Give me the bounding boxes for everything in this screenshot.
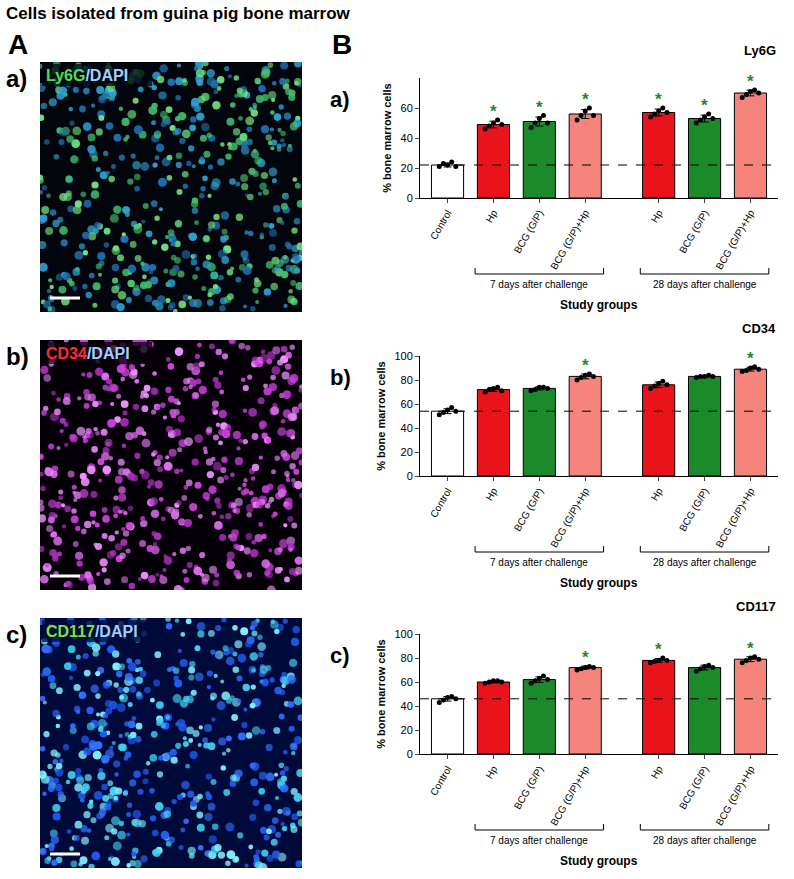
svg-text:BCG (G/P)+Hp: BCG (G/P)+Hp bbox=[548, 208, 591, 272]
svg-text:80: 80 bbox=[401, 374, 413, 386]
html-text:B: B bbox=[332, 29, 353, 60]
svg-text:BCG (G/P)+Hp: BCG (G/P)+Hp bbox=[714, 764, 757, 828]
svg-text:% bone marrow cells: % bone marrow cells bbox=[375, 639, 387, 748]
svg-text:*: * bbox=[582, 648, 589, 667]
svg-text:60: 60 bbox=[401, 676, 413, 688]
svg-text:28 days after challenge: 28 days after challenge bbox=[653, 835, 757, 846]
svg-text:Control: Control bbox=[428, 208, 454, 241]
html-text:A: A bbox=[8, 29, 29, 60]
html-text:a): a) bbox=[6, 65, 28, 92]
html-text:b): b) bbox=[6, 343, 29, 370]
svg-text:CD117: CD117 bbox=[736, 599, 776, 614]
svg-text:*: * bbox=[747, 349, 754, 368]
svg-text:BCG (G/P)+Hp: BCG (G/P)+Hp bbox=[714, 208, 757, 272]
svg-text:BCG (G/P): BCG (G/P) bbox=[677, 486, 711, 533]
svg-text:40: 40 bbox=[401, 132, 413, 144]
svg-text:0: 0 bbox=[407, 748, 413, 760]
svg-text:CD34: CD34 bbox=[742, 321, 776, 336]
svg-text:28 days after challenge: 28 days after challenge bbox=[653, 279, 757, 290]
svg-text:*: * bbox=[701, 96, 708, 115]
svg-text:Ly6G: Ly6G bbox=[744, 43, 776, 58]
svg-text:Control: Control bbox=[428, 486, 454, 519]
svg-text:BCG (G/P)+Hp: BCG (G/P)+Hp bbox=[548, 764, 591, 828]
svg-text:BCG (G/P): BCG (G/P) bbox=[512, 764, 546, 811]
svg-text:Study groups: Study groups bbox=[560, 298, 638, 312]
svg-text:20: 20 bbox=[401, 162, 413, 174]
svg-text:BCG (G/P): BCG (G/P) bbox=[677, 764, 711, 811]
svg-text:Study groups: Study groups bbox=[560, 576, 638, 590]
svg-text:7 days after challenge: 7 days after challenge bbox=[490, 835, 588, 846]
svg-text:BCG (G/P): BCG (G/P) bbox=[512, 208, 546, 255]
svg-text:Hp: Hp bbox=[649, 486, 665, 503]
svg-text:CD34/DAPI: CD34/DAPI bbox=[46, 345, 130, 362]
svg-text:CD117/DAPI: CD117/DAPI bbox=[46, 623, 138, 640]
svg-text:BCG (G/P): BCG (G/P) bbox=[677, 208, 711, 255]
svg-text:Hp: Hp bbox=[649, 208, 665, 225]
svg-text:Hp: Hp bbox=[484, 208, 500, 225]
svg-text:*: * bbox=[536, 98, 543, 117]
svg-text:20: 20 bbox=[401, 446, 413, 458]
svg-text:*: * bbox=[490, 102, 497, 121]
svg-text:BCG (G/P)+Hp: BCG (G/P)+Hp bbox=[548, 486, 591, 550]
html-text:Cells isolated from guina pig: Cells isolated from guina pig bone marro… bbox=[6, 4, 350, 23]
html-text:b): b) bbox=[330, 365, 351, 390]
svg-text:40: 40 bbox=[401, 700, 413, 712]
svg-text:BCG (G/P): BCG (G/P) bbox=[512, 486, 546, 533]
svg-text:28 days after challenge: 28 days after challenge bbox=[653, 557, 757, 568]
svg-text:Hp: Hp bbox=[484, 764, 500, 781]
html-text:a): a) bbox=[330, 87, 350, 112]
svg-text:Hp: Hp bbox=[484, 486, 500, 503]
html-text:c): c) bbox=[330, 643, 350, 668]
svg-text:*: * bbox=[582, 356, 589, 375]
svg-text:% bone marrow cells: % bone marrow cells bbox=[381, 83, 393, 192]
svg-text:100: 100 bbox=[394, 628, 412, 640]
svg-text:60: 60 bbox=[401, 398, 413, 410]
svg-text:60: 60 bbox=[401, 102, 413, 114]
svg-text:*: * bbox=[582, 90, 589, 109]
svg-text:7 days after challenge: 7 days after challenge bbox=[490, 279, 588, 290]
svg-text:0: 0 bbox=[407, 192, 413, 204]
svg-text:40: 40 bbox=[401, 422, 413, 434]
svg-text:Hp: Hp bbox=[649, 764, 665, 781]
svg-text:Control: Control bbox=[428, 764, 454, 797]
svg-text:% bone marrow cells: % bone marrow cells bbox=[375, 361, 387, 470]
svg-text:*: * bbox=[655, 640, 662, 659]
svg-text:0: 0 bbox=[407, 470, 413, 482]
svg-text:80: 80 bbox=[401, 652, 413, 664]
svg-text:*: * bbox=[747, 639, 754, 658]
svg-text:20: 20 bbox=[401, 724, 413, 736]
svg-text:*: * bbox=[655, 90, 662, 109]
svg-text:BCG (G/P)+Hp: BCG (G/P)+Hp bbox=[714, 486, 757, 550]
svg-text:Ly6G/DAPI: Ly6G/DAPI bbox=[46, 67, 128, 84]
svg-text:7 days after challenge: 7 days after challenge bbox=[490, 557, 588, 568]
svg-text:100: 100 bbox=[394, 350, 412, 362]
html-text:c): c) bbox=[6, 621, 28, 648]
svg-text:*: * bbox=[747, 72, 754, 91]
svg-text:Study groups: Study groups bbox=[560, 854, 638, 868]
